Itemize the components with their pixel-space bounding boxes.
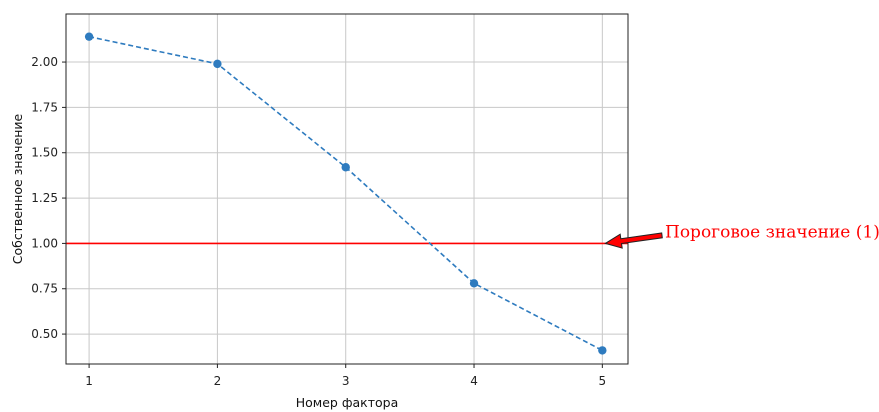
data-point [213,59,222,69]
y-tick-label: 1.25 [31,191,58,205]
data-point [469,279,479,288]
y-tick-label: 2.00 [31,55,58,69]
y-tick-label: 0.50 [31,327,58,341]
y-tick-label: 1.75 [31,100,58,114]
annotation-text: Пороговое значение (1) [665,222,879,242]
data-point [341,163,350,172]
x-axis-label: Номер фактора [296,395,399,410]
x-tick-label: 2 [214,374,222,388]
y-tick-label: 0.75 [31,282,58,296]
plot-area [66,14,628,364]
x-tick-label: 5 [599,374,607,388]
x-tick-label: 1 [85,374,93,388]
data-point [598,346,607,355]
annotation-layer: Пороговое значение (1) [604,222,879,249]
plot-frame [65,13,629,365]
y-tick-label: 1.50 [31,146,58,160]
series-layer [84,32,607,355]
data-point [84,32,94,41]
y-tick-label: 1.00 [31,236,58,250]
annotation-arrow [604,232,663,249]
x-tick-label: 4 [470,374,478,388]
x-tick-label: 3 [342,374,350,388]
tick-layer: 0.50 0.75 1.00 1.25 1.50 1.75 2.00 1 2 3 4 5 [31,55,606,388]
y-axis-label: Собственное значение [10,113,25,264]
